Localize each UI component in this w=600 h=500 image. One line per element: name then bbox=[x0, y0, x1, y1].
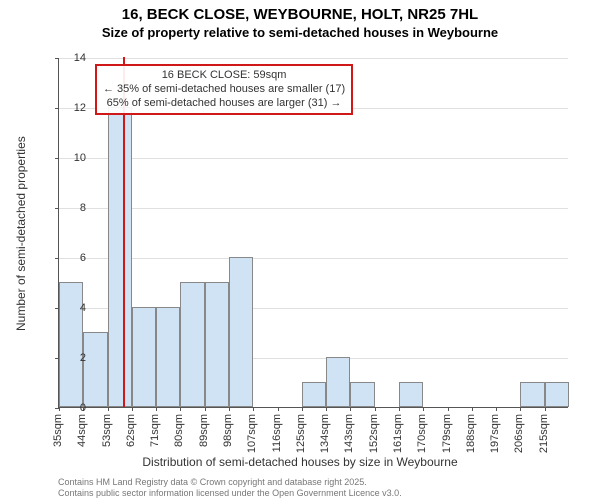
xtick-label: 179sqm bbox=[441, 414, 453, 453]
xtick-mark bbox=[302, 407, 303, 411]
histogram-bar bbox=[59, 282, 83, 407]
xtick-label: 80sqm bbox=[173, 414, 185, 447]
callout-line-3: 65% of semi-detached houses are larger (… bbox=[103, 97, 345, 111]
xtick-label: 134sqm bbox=[319, 414, 331, 453]
gridline bbox=[59, 258, 568, 259]
ytick-mark bbox=[55, 108, 59, 109]
xtick-label: 98sqm bbox=[222, 414, 234, 447]
histogram-bar bbox=[180, 282, 204, 407]
x-axis-label: Distribution of semi-detached houses by … bbox=[0, 455, 600, 469]
xtick-mark bbox=[423, 407, 424, 411]
histogram-bar bbox=[132, 307, 156, 407]
xtick-mark bbox=[472, 407, 473, 411]
ytick-mark bbox=[55, 58, 59, 59]
xtick-mark bbox=[448, 407, 449, 411]
xtick-label: 161sqm bbox=[392, 414, 404, 453]
ytick-label: 2 bbox=[60, 352, 86, 364]
xtick-label: 44sqm bbox=[76, 414, 88, 447]
title-block: 16, BECK CLOSE, WEYBOURNE, HOLT, NR25 7H… bbox=[0, 0, 600, 40]
footer: Contains HM Land Registry data © Crown c… bbox=[58, 477, 402, 498]
histogram-bar bbox=[545, 382, 569, 407]
xtick-mark bbox=[278, 407, 279, 411]
xtick-label: 170sqm bbox=[416, 414, 428, 453]
xtick-mark bbox=[180, 407, 181, 411]
histogram-bar bbox=[350, 382, 374, 407]
xtick-mark bbox=[132, 407, 133, 411]
ytick-label: 8 bbox=[60, 202, 86, 214]
xtick-label: 206sqm bbox=[513, 414, 525, 453]
ytick-label: 6 bbox=[60, 252, 86, 264]
xtick-label: 53sqm bbox=[101, 414, 113, 447]
xtick-label: 89sqm bbox=[198, 414, 210, 447]
histogram-bar bbox=[229, 257, 253, 407]
gridline bbox=[59, 158, 568, 159]
histogram-bar bbox=[205, 282, 229, 407]
ytick-label: 10 bbox=[60, 152, 86, 164]
gridline bbox=[59, 208, 568, 209]
xtick-mark bbox=[108, 407, 109, 411]
ytick-mark bbox=[55, 158, 59, 159]
xtick-label: 197sqm bbox=[489, 414, 501, 453]
xtick-mark bbox=[496, 407, 497, 411]
callout-box: 16 BECK CLOSE: 59sqm ← 35% of semi-detac… bbox=[95, 64, 353, 115]
histogram-bar bbox=[326, 357, 350, 407]
xtick-label: 125sqm bbox=[295, 414, 307, 453]
xtick-label: 152sqm bbox=[368, 414, 380, 453]
xtick-label: 35sqm bbox=[52, 414, 64, 447]
chart-container: 16, BECK CLOSE, WEYBOURNE, HOLT, NR25 7H… bbox=[0, 0, 600, 500]
histogram-bar bbox=[83, 332, 107, 407]
footer-line-1: Contains HM Land Registry data © Crown c… bbox=[58, 477, 402, 487]
xtick-mark bbox=[520, 407, 521, 411]
xtick-mark bbox=[229, 407, 230, 411]
xtick-mark bbox=[350, 407, 351, 411]
ytick-label: 14 bbox=[60, 52, 86, 64]
callout-line-2: ← 35% of semi-detached houses are smalle… bbox=[103, 83, 345, 97]
xtick-label: 215sqm bbox=[538, 414, 550, 453]
xtick-label: 188sqm bbox=[465, 414, 477, 453]
histogram-bar bbox=[399, 382, 423, 407]
ytick-label: 0 bbox=[60, 402, 86, 414]
xtick-label: 62sqm bbox=[125, 414, 137, 447]
ytick-label: 4 bbox=[60, 302, 86, 314]
title-sub: Size of property relative to semi-detach… bbox=[0, 25, 600, 40]
xtick-label: 116sqm bbox=[271, 414, 283, 452]
gridline bbox=[59, 58, 568, 59]
xtick-mark bbox=[156, 407, 157, 411]
xtick-mark bbox=[326, 407, 327, 411]
ytick-mark bbox=[55, 208, 59, 209]
histogram-bar bbox=[156, 307, 180, 407]
y-axis-label: Number of semi-detached properties bbox=[14, 136, 28, 331]
xtick-mark bbox=[545, 407, 546, 411]
xtick-mark bbox=[205, 407, 206, 411]
xtick-label: 107sqm bbox=[246, 414, 258, 453]
xtick-label: 71sqm bbox=[149, 414, 161, 447]
title-main: 16, BECK CLOSE, WEYBOURNE, HOLT, NR25 7H… bbox=[0, 6, 600, 23]
xtick-mark bbox=[253, 407, 254, 411]
xtick-mark bbox=[375, 407, 376, 411]
xtick-label: 143sqm bbox=[343, 414, 355, 453]
ytick-mark bbox=[55, 258, 59, 259]
histogram-bar bbox=[302, 382, 326, 407]
histogram-bar bbox=[108, 107, 132, 407]
histogram-bar bbox=[520, 382, 544, 407]
ytick-label: 12 bbox=[60, 102, 86, 114]
callout-line-1: 16 BECK CLOSE: 59sqm bbox=[103, 69, 345, 83]
xtick-mark bbox=[399, 407, 400, 411]
footer-line-2: Contains public sector information licen… bbox=[58, 488, 402, 498]
